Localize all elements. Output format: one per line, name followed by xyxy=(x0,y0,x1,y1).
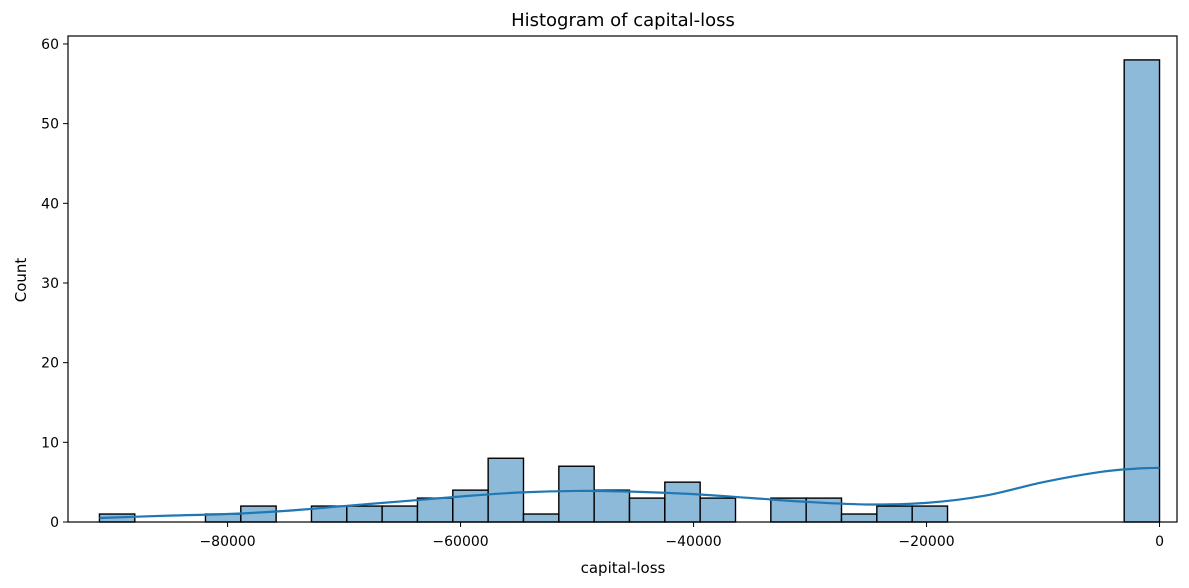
histogram-bar xyxy=(346,505,383,523)
histogram-bars xyxy=(98,59,1161,523)
x-tick-label: −20000 xyxy=(898,534,954,550)
kde-curve xyxy=(99,466,1160,520)
y-tick-label: 30 xyxy=(41,276,59,292)
histogram-bar xyxy=(381,505,419,523)
histogram-bar xyxy=(628,497,666,523)
histogram-bar xyxy=(840,513,878,523)
plot-frame xyxy=(67,35,1178,523)
x-axis-label: capital-loss xyxy=(581,559,666,577)
x-tick-label: −80000 xyxy=(199,534,255,550)
histogram-bar xyxy=(1123,59,1161,523)
y-axis-ticks: 0 10 20 30 40 50 60 xyxy=(41,37,68,531)
y-tick-label: 0 xyxy=(50,515,59,531)
y-tick-label: 50 xyxy=(41,117,59,133)
x-tick-label: 0 xyxy=(1155,534,1164,550)
histogram-bar xyxy=(558,465,595,523)
chart-title: Histogram of capital-loss xyxy=(511,10,735,31)
x-tick-label: −60000 xyxy=(432,534,488,550)
histogram-bar xyxy=(876,505,913,523)
histogram-bar xyxy=(911,505,949,523)
y-tick-label: 20 xyxy=(41,356,59,372)
histogram-bar xyxy=(522,513,560,523)
y-tick-label: 40 xyxy=(41,196,59,212)
x-tick-label: −40000 xyxy=(665,534,721,550)
histogram-bar xyxy=(487,457,525,523)
histogram-bar xyxy=(593,489,631,523)
histogram-bar xyxy=(416,497,454,523)
y-tick-label: 10 xyxy=(41,435,59,451)
x-axis-ticks: −80000 −60000 −40000 −20000 0 xyxy=(199,522,1164,550)
y-tick-label: 60 xyxy=(41,37,59,53)
y-axis-label: Count xyxy=(12,258,30,303)
histogram-bar xyxy=(699,497,737,523)
histogram-bar xyxy=(664,481,701,523)
